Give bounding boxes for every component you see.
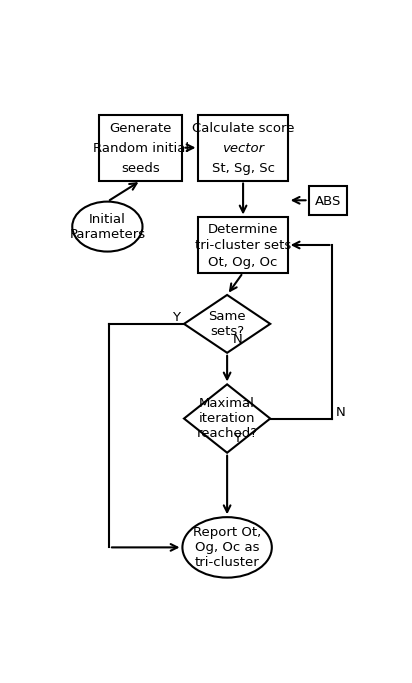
Ellipse shape (72, 201, 143, 251)
Polygon shape (184, 385, 270, 453)
Text: Calculate score: Calculate score (192, 122, 294, 135)
Polygon shape (184, 295, 270, 353)
Text: N: N (336, 406, 345, 419)
Text: St, Sg, Sc: St, Sg, Sc (212, 162, 274, 175)
Text: seeds: seeds (122, 162, 160, 175)
Text: Same
sets?: Same sets? (208, 310, 246, 338)
FancyBboxPatch shape (99, 115, 183, 180)
FancyBboxPatch shape (309, 186, 347, 214)
Text: Determine: Determine (208, 223, 279, 236)
FancyBboxPatch shape (198, 115, 288, 180)
Text: Maximal
iteration
reached?: Maximal iteration reached? (197, 397, 258, 440)
Text: Generate: Generate (110, 122, 172, 135)
Text: Initial
Parameters: Initial Parameters (69, 212, 145, 240)
FancyBboxPatch shape (198, 217, 288, 273)
Text: Y: Y (233, 432, 241, 445)
Ellipse shape (183, 517, 272, 578)
Text: Random initial: Random initial (93, 142, 189, 155)
Text: vector: vector (222, 142, 264, 155)
Text: Report Ot,
Og, Oc as
tri-cluster: Report Ot, Og, Oc as tri-cluster (193, 526, 261, 569)
Text: Ot, Og, Oc: Ot, Og, Oc (208, 256, 278, 269)
Text: tri-cluster sets: tri-cluster sets (195, 239, 291, 252)
Text: N: N (232, 333, 242, 346)
Text: ABS: ABS (314, 195, 341, 208)
Text: Y: Y (172, 311, 180, 324)
